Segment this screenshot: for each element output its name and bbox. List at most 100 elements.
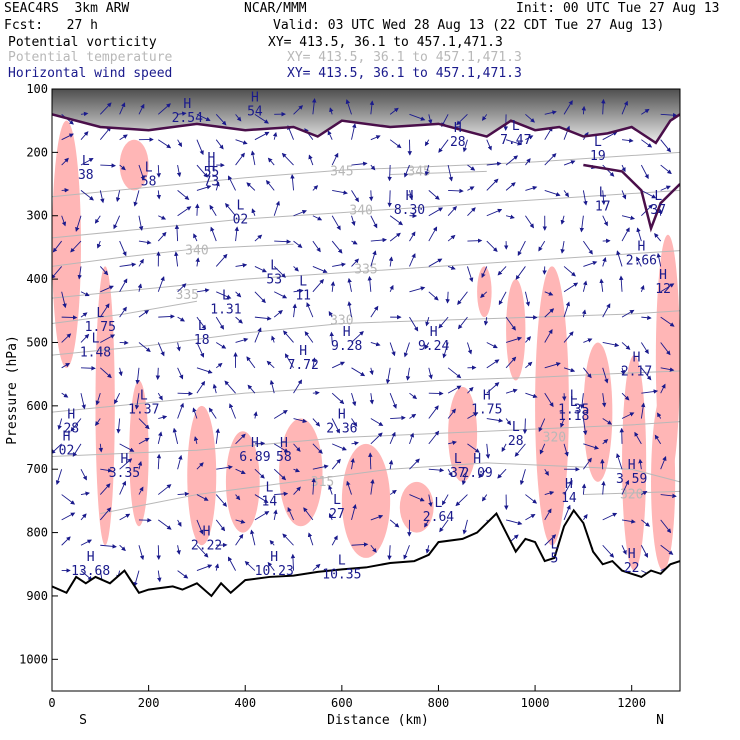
field-wind-name: Horizontal wind speed (8, 66, 173, 81)
wind-vector-552 (621, 138, 634, 143)
extremum-value-30: 2.36 (326, 422, 357, 437)
wind-vector-210 (272, 131, 278, 140)
wind-vector-120 (174, 251, 179, 267)
wind-vector-122 (177, 316, 185, 322)
wind-vector-599 (660, 367, 675, 372)
wind-vector-507 (563, 443, 569, 457)
wind-vector-457 (525, 135, 534, 141)
extremum-value-26: 1.75 (471, 403, 502, 418)
wind-vector-70 (119, 443, 135, 452)
extremum-value-15: 53 (266, 273, 282, 288)
wind-vector-203 (254, 441, 266, 446)
extremum-marker-6: L (145, 160, 153, 175)
wind-vector-177 (235, 263, 248, 268)
wind-vector-307 (368, 190, 374, 202)
wind-vector-587 (640, 545, 648, 558)
wind-vector-394 (447, 468, 453, 477)
wind-vector-299 (350, 457, 355, 470)
wind-vector-115 (177, 139, 183, 148)
wind-vector-532 (601, 98, 606, 115)
wind-vector-315 (369, 393, 374, 405)
wind-vector-73 (119, 513, 131, 521)
y-tick-label-8: 900 (26, 589, 48, 603)
wind-vector-28 (80, 333, 90, 343)
extremum-marker-21: H (430, 325, 438, 340)
wind-vector-419 (486, 139, 492, 151)
wind-vector-482 (544, 291, 554, 296)
wind-vector-439 (505, 155, 519, 166)
wind-vector-175 (225, 202, 236, 217)
wind-vector-98 (156, 190, 162, 200)
wind-vector-422 (486, 208, 503, 217)
wind-vector-117 (177, 190, 190, 201)
y-tick-label-9: 1000 (19, 652, 48, 666)
plot-frame (51, 88, 681, 692)
extremum-value-32: 28 (508, 434, 524, 449)
wind-vector-465 (525, 336, 532, 343)
wind-vector-578 (641, 315, 652, 320)
wind-vector-344 (404, 164, 410, 178)
wind-vector-558 (618, 275, 624, 292)
extremum-value-28: 28 (63, 422, 79, 437)
theta-contour-5 (52, 300, 198, 324)
wind-vector-400 (462, 139, 468, 153)
wind-vector-563 (621, 412, 635, 419)
wind-vector-218 (271, 335, 276, 343)
wind-vector-605 (660, 519, 672, 534)
field-pv-name: Potential vorticity (8, 35, 157, 50)
wind-vector-425 (480, 291, 488, 298)
wind-vector-25 (77, 266, 82, 280)
wind-vector-48 (100, 367, 112, 379)
wind-vector-317 (370, 432, 383, 445)
wind-vector-405 (467, 266, 474, 283)
wind-vector-102 (157, 276, 165, 292)
wind-vector-112 (156, 545, 161, 561)
wind-vector-211 (267, 157, 275, 166)
wind-vector-336 (389, 431, 396, 445)
extremum-value-7: 55 (204, 165, 220, 180)
wind-vector-597 (660, 316, 675, 327)
wind-vector-178 (235, 291, 242, 298)
wind-vector-533 (602, 131, 618, 141)
wind-vector-191 (254, 131, 270, 141)
wind-vector-385 (447, 234, 456, 242)
valid-time: Valid: 03 UTC Wed 28 Aug 13 (22 CDT Tue … (273, 18, 665, 33)
wind-vector-306 (370, 164, 376, 171)
wind-vector-30 (80, 393, 86, 410)
wind-vector-570 (641, 108, 650, 115)
wind-vector-297 (351, 418, 358, 427)
wind-vector-545 (602, 438, 609, 445)
wind-vector-294 (351, 330, 364, 343)
wind-vector-17 (61, 536, 71, 546)
wind-vector-236 (292, 303, 297, 318)
y-tick-label-0: 100 (26, 82, 48, 96)
wind-vector-253 (312, 266, 328, 273)
x-axis-label: Distance (km) (327, 713, 429, 728)
wind-vector-238 (284, 353, 294, 369)
extremum-value-36: 37 (450, 466, 466, 481)
wind-vector-4 (61, 215, 67, 227)
wind-vector-572 (640, 164, 649, 180)
wind-vector-388 (438, 316, 449, 329)
y-tick-label-6: 700 (26, 462, 48, 476)
wind-vector-285 (345, 99, 352, 115)
wind-vector-114 (177, 111, 187, 116)
wind-vector-182 (224, 380, 236, 394)
wind-vector-47 (100, 334, 116, 343)
wind-vector-170 (214, 563, 220, 571)
wind-vector-279 (332, 443, 347, 451)
wind-vector-298 (351, 441, 359, 446)
wind-vector-548 (602, 512, 618, 521)
wind-vector-249 (308, 154, 314, 166)
wind-vector-594 (654, 233, 662, 242)
wind-vector-95 (157, 103, 171, 115)
wind-vector-6 (52, 266, 63, 279)
wind-vector-323 (389, 107, 399, 115)
extremum-marker-30: H (338, 408, 346, 423)
wind-vector-156 (209, 204, 217, 216)
wind-vector-561 (620, 367, 625, 375)
wind-vector-183 (229, 403, 236, 419)
speed-shade-2 (95, 266, 115, 546)
wind-vector-274 (328, 311, 333, 318)
extremum-value-1: 54 (247, 105, 263, 120)
